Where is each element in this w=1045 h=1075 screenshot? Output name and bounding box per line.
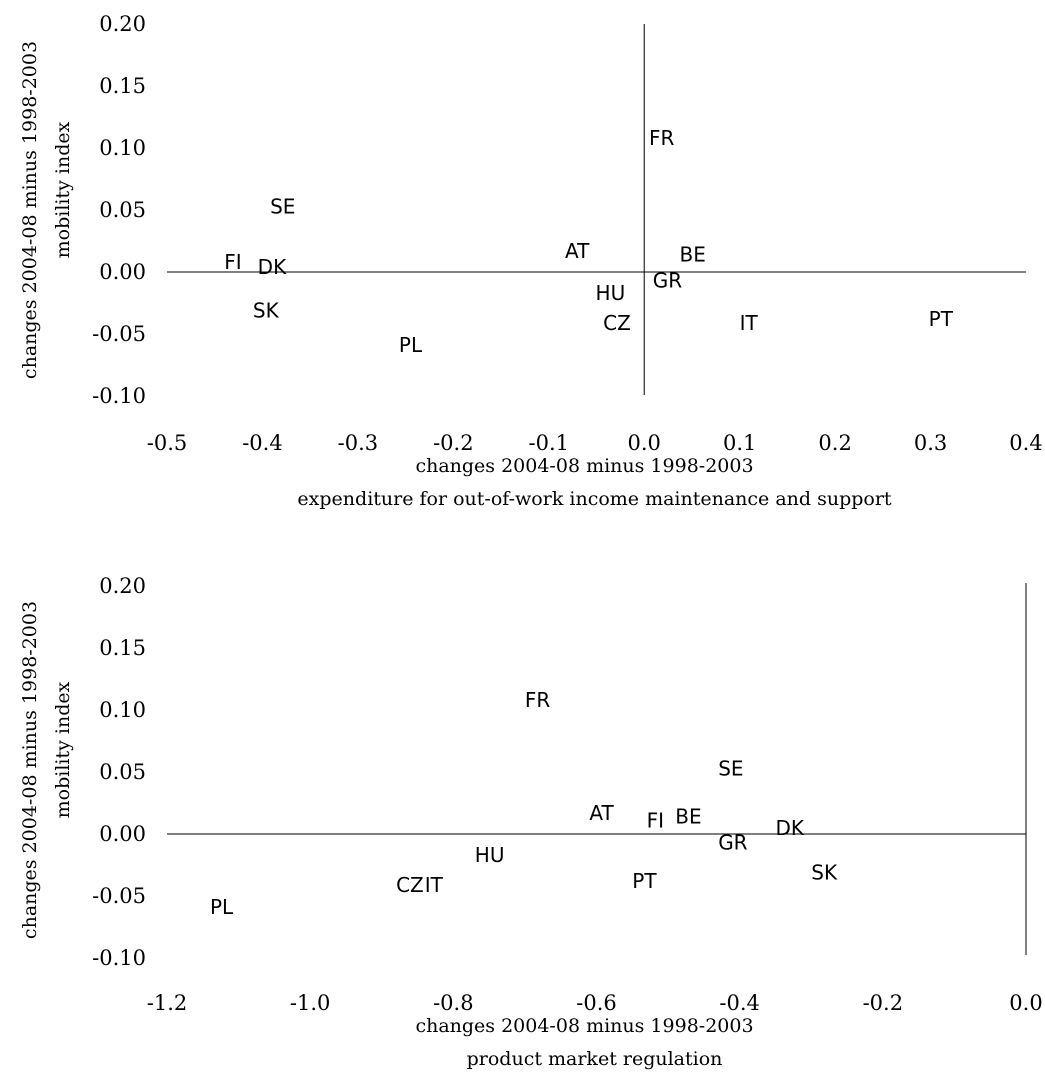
y-tick-label: 0.20	[99, 12, 146, 36]
x-tick-label: -0.4	[719, 991, 760, 1015]
point-label-dk: DK	[258, 255, 287, 279]
point-label-pt: PT	[929, 307, 954, 331]
point-label-fi: FI	[224, 250, 241, 274]
point-label-sk: SK	[253, 298, 280, 322]
x-tick-label: -1.0	[290, 991, 331, 1015]
point-label-fr: FR	[525, 688, 551, 712]
point-label-hu: HU	[475, 843, 505, 867]
y-tick-label: -0.05	[92, 884, 146, 908]
point-label-it: IT	[740, 311, 759, 335]
point-label-se: SE	[718, 756, 743, 780]
y-tick-label: -0.05	[92, 322, 146, 346]
y-tick-label: -0.10	[92, 946, 146, 970]
point-label-it: IT	[425, 873, 444, 897]
point-label-se: SE	[270, 194, 295, 218]
x-axis-ticks: -1.2 -1.0 -0.8 -0.6 -0.4 -0.2 0.0	[147, 991, 1043, 1015]
x-tick-label: -0.2	[433, 431, 474, 455]
x-tick-label: -0.3	[338, 431, 379, 455]
point-label-sk: SK	[811, 860, 838, 884]
x-tick-label: 0.4	[1009, 431, 1042, 455]
y-tick-label: 0.15	[99, 74, 146, 98]
x-axis-subtitle: expenditure for out-of-work income maint…	[297, 488, 892, 510]
x-tick-label: -0.1	[529, 431, 570, 455]
point-label-gr: GR	[718, 831, 747, 855]
x-tick-label: -0.8	[433, 991, 474, 1015]
y-tick-label: 0.15	[99, 636, 146, 660]
x-axis-subtitle: product market regulation	[467, 1048, 723, 1070]
x-tick-label: 0.1	[723, 431, 756, 455]
x-tick-label: -1.2	[147, 991, 188, 1015]
point-label-be: BE	[675, 805, 701, 829]
point-label-at: AT	[565, 239, 590, 263]
y-axis-ticks: 0.20 0.15 0.10 0.05 0.00 -0.05 -0.10	[92, 574, 146, 970]
y-tick-label: 0.05	[99, 760, 146, 784]
x-tick-label: -0.4	[242, 431, 283, 455]
y-axis-title: changes 2004-08 minus 1998-2003	[19, 41, 41, 379]
point-label-pl: PL	[399, 333, 423, 357]
point-label-cz: CZ	[603, 311, 631, 335]
point-label-at: AT	[589, 801, 614, 825]
point-label-fi: FI	[647, 808, 664, 832]
x-axis-title: changes 2004-08 minus 1998-2003	[415, 455, 753, 477]
point-label-dk: DK	[775, 816, 804, 840]
point-label-be: BE	[680, 243, 706, 267]
y-axis-ticks: 0.20 0.15 0.10 0.05 0.00 -0.05 -0.10	[92, 12, 146, 408]
scatter-chart-regulation: 0.200.150.100.050.00-0.05-0.10 -1.2 -1.0-…	[19, 574, 1043, 1070]
x-tick-label: -0.2	[863, 991, 904, 1015]
x-tick-label: 0.0	[1009, 991, 1042, 1015]
y-tick-label: 0.10	[99, 698, 146, 722]
data-points: FR SE AT FI BE DK GR HU SK CZ IT PT PL	[210, 688, 838, 919]
x-tick-label: 0.2	[818, 431, 851, 455]
point-label-pl: PL	[210, 895, 234, 919]
y-axis-subtitle: mobility index	[52, 681, 74, 818]
y-tick-label: 0.20	[99, 574, 146, 598]
y-axis-subtitle: mobility index	[52, 121, 74, 258]
x-axis-ticks: -0.5 -0.4 -0.3 -0.2 -0.1 0.0 0.1 0.2 0.3 0.4	[147, 431, 1043, 455]
scatter-chart-expenditure: 0.200.150.100.050.00-0.05-0.10 -0.5 -0.4-…	[19, 12, 1043, 510]
point-label-pt: PT	[632, 869, 657, 893]
y-tick-label: 0.10	[99, 136, 146, 160]
data-points: FR SE AT BE FI DK GR HU SK CZ IT PT PL	[224, 126, 953, 357]
point-label-gr: GR	[653, 269, 682, 293]
y-tick-label: 0.05	[99, 198, 146, 222]
x-tick-label: -0.5	[147, 431, 188, 455]
point-label-cz: CZ	[396, 873, 424, 897]
y-tick-label: 0.00	[99, 260, 146, 284]
x-tick-label: 0.0	[628, 431, 661, 455]
x-axis-title: changes 2004-08 minus 1998-2003	[415, 1015, 753, 1037]
point-label-hu: HU	[596, 281, 626, 305]
y-tick-label: 0.00	[99, 822, 146, 846]
y-axis-title: changes 2004-08 minus 1998-2003	[19, 601, 41, 939]
x-tick-label: 0.3	[914, 431, 947, 455]
x-tick-label: -0.6	[576, 991, 617, 1015]
point-label-fr: FR	[649, 126, 675, 150]
y-tick-label: -0.10	[92, 384, 146, 408]
